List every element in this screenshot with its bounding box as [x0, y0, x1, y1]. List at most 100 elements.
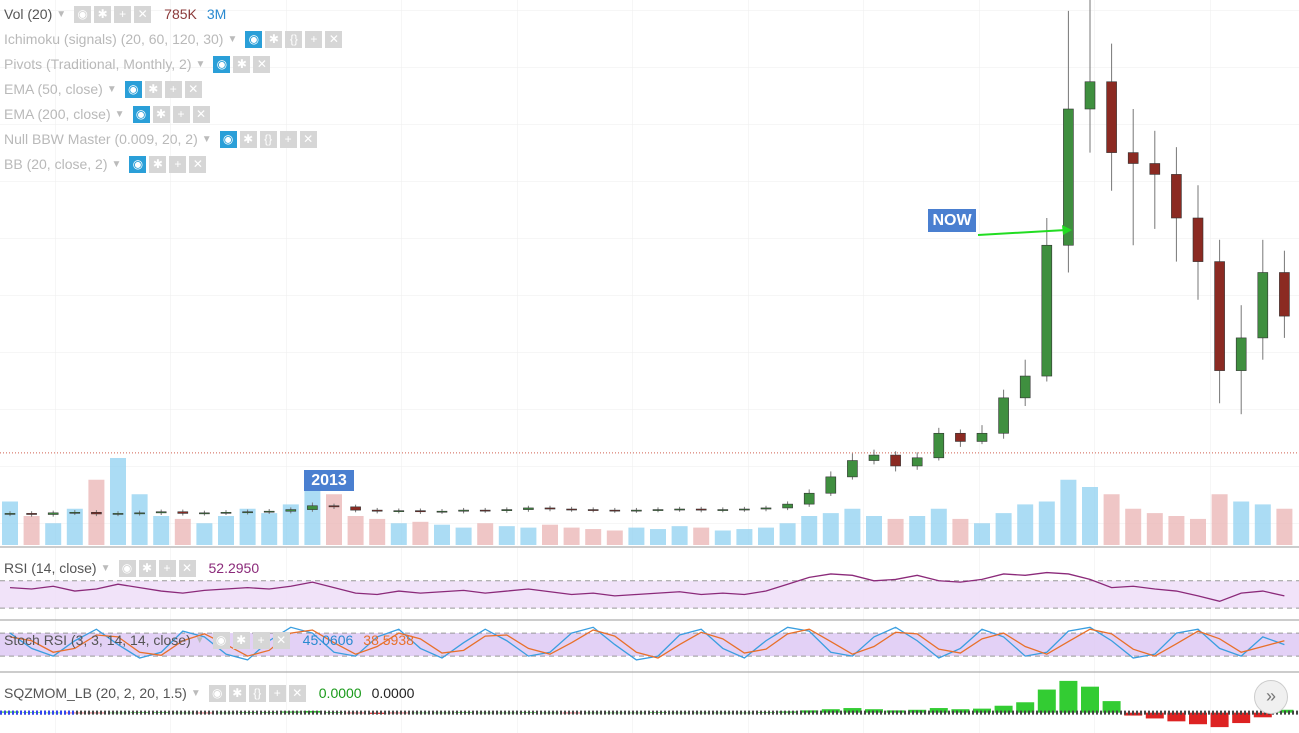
volume-bar [520, 527, 537, 545]
indicator-line [9, 571, 1285, 602]
candle-body [955, 432, 966, 442]
candle-body [544, 507, 556, 510]
momentum-bar [346, 712, 365, 714]
candle-body [911, 457, 923, 467]
candle-body [803, 492, 815, 505]
indicator-label[interactable]: EMA (200, close) [4, 106, 111, 122]
indicator-label[interactable]: Pivots (Traditional, Monthly, 2) [4, 56, 192, 72]
volume-bar [995, 513, 1012, 545]
pane-title[interactable]: Stoch RSI (3, 3, 14, 14, close) [4, 632, 191, 648]
volume-bar [1146, 513, 1163, 545]
indicator-label[interactable]: Ichimoku (signals) (20, 60, 120, 30) [4, 31, 224, 47]
scroll-to-end-button[interactable]: » [1254, 680, 1288, 714]
momentum-bar [821, 709, 840, 713]
legend-row[interactable]: EMA (50, close) ▼ ◉ ✱ + ✕ [4, 79, 205, 99]
momentum-bar [281, 711, 300, 713]
volume-bar [110, 458, 126, 545]
candle-body [155, 511, 167, 514]
candle-body [739, 508, 750, 511]
annotation-box [928, 209, 976, 232]
volume-bar [390, 523, 407, 545]
momentum-bar [1016, 702, 1035, 713]
indicator-label[interactable]: BB (20, close, 2) [4, 156, 108, 172]
volume-bar [1017, 504, 1034, 545]
legend-row[interactable]: SQZMOM_LB (20, 2, 20, 1.5) ▼ ◉ ✱{} + ✕ 0.0000 0… [4, 684, 415, 702]
volume-bar [1211, 494, 1228, 545]
indicator-label[interactable]: Null BBW Master (0.009, 20, 2) [4, 131, 198, 147]
indicator-label[interactable]: Vol (20) [4, 6, 53, 22]
legend-row[interactable]: Null BBW Master (0.009, 20, 2) ▼ ◉ ✱{} + ✕ [4, 129, 320, 149]
candle-body [436, 510, 448, 513]
candle-body [307, 505, 318, 510]
momentum-bar [497, 712, 516, 714]
momentum-bar [541, 712, 559, 714]
momentum-bar [1059, 680, 1078, 713]
candle-body [523, 507, 534, 510]
legend-row[interactable]: Vol (20) ▼ ◉ ✱ + ✕ 785K 3M [4, 5, 227, 23]
candle-body [998, 397, 1009, 434]
momentum-bar [649, 712, 667, 713]
volume-bar [779, 523, 796, 545]
momentum-bar [1167, 712, 1186, 722]
legend-row[interactable]: RSI (14, close) ▼ ◉ ✱ + ✕ 52.2950 [4, 559, 260, 577]
momentum-bar [389, 712, 408, 714]
pane-title[interactable]: RSI (14, close) [4, 560, 97, 576]
volume-bar [218, 516, 234, 545]
legend-row[interactable]: Stoch RSI (3, 3, 14, 14, close) ▼ ◉ ✱ + ✕ 45.0… [4, 631, 414, 649]
volume-bar [282, 504, 299, 545]
volume-bar [1060, 479, 1077, 545]
candle-body [1214, 261, 1225, 371]
momentum-bar [605, 712, 624, 714]
candle-body [1084, 81, 1096, 110]
volume-bar [909, 516, 926, 545]
legend-row[interactable]: Ichimoku (signals) (20, 60, 120, 30) ▼ ◉ ✱{… [4, 29, 345, 49]
volume-bar [606, 530, 623, 545]
candle-body [1235, 337, 1247, 371]
volume-bar [131, 494, 148, 545]
readout: 3M [206, 6, 227, 22]
candle-body [199, 512, 210, 515]
momentum-bar [1210, 712, 1229, 728]
legend-row[interactable]: BB (20, close, 2) ▼ ◉ ✱ + ✕ [4, 154, 209, 174]
candle-body [825, 476, 837, 494]
volume-bar [1254, 504, 1271, 545]
candle-body [479, 509, 491, 512]
candle-body [1149, 163, 1161, 175]
volume-bar [801, 516, 818, 545]
volume-bar [844, 508, 861, 545]
volume-bar [930, 508, 947, 545]
candle-body [1041, 244, 1053, 377]
pane-title[interactable]: SQZMOM_LB (20, 2, 20, 1.5) [4, 685, 187, 701]
volume-bar [974, 523, 990, 545]
candle-body [782, 503, 793, 509]
volume-bar [693, 527, 710, 545]
candle-body [1192, 217, 1204, 262]
candle-body [220, 511, 232, 514]
candle-body [566, 508, 577, 511]
candle-body [1106, 81, 1117, 153]
legend-row[interactable]: EMA (200, close) ▼ ◉ ✱ + ✕ [4, 104, 213, 124]
annotation-arrowhead [1062, 225, 1072, 235]
legend-row[interactable]: Pivots (Traditional, Monthly, 2) ▼ ◉ ✱ ✕ [4, 54, 273, 74]
volume-bar [1190, 518, 1206, 545]
momentum-bar [1232, 712, 1251, 724]
volume-bar [1276, 508, 1293, 545]
volume-bar [1168, 516, 1185, 545]
candle-body [350, 506, 361, 511]
volume-bar [347, 516, 364, 545]
candle-body [134, 512, 145, 515]
candle-body [760, 507, 772, 510]
volume-bar [304, 487, 321, 545]
indicator-label[interactable]: EMA (50, close) [4, 81, 103, 97]
momentum-bar [454, 712, 473, 713]
volume-bar [23, 516, 40, 545]
momentum-bar [238, 712, 257, 713]
readout: 45.0606 [302, 632, 354, 648]
annotation-arrow [977, 229, 1067, 236]
volume-bar [434, 524, 450, 545]
readout: 52.2950 [208, 560, 260, 576]
volume-bar [758, 527, 774, 545]
annotation: NOW [932, 212, 972, 229]
momentum-bar [929, 708, 948, 713]
